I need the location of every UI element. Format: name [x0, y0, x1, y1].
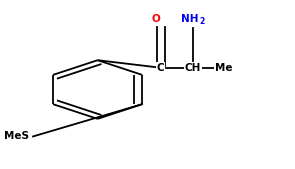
- Text: CH: CH: [185, 63, 201, 73]
- Text: O: O: [152, 14, 161, 24]
- Text: Me: Me: [215, 63, 232, 73]
- Text: C: C: [157, 63, 165, 73]
- Text: 2: 2: [199, 17, 204, 26]
- Text: NH: NH: [181, 14, 199, 24]
- Text: MeS: MeS: [4, 131, 29, 141]
